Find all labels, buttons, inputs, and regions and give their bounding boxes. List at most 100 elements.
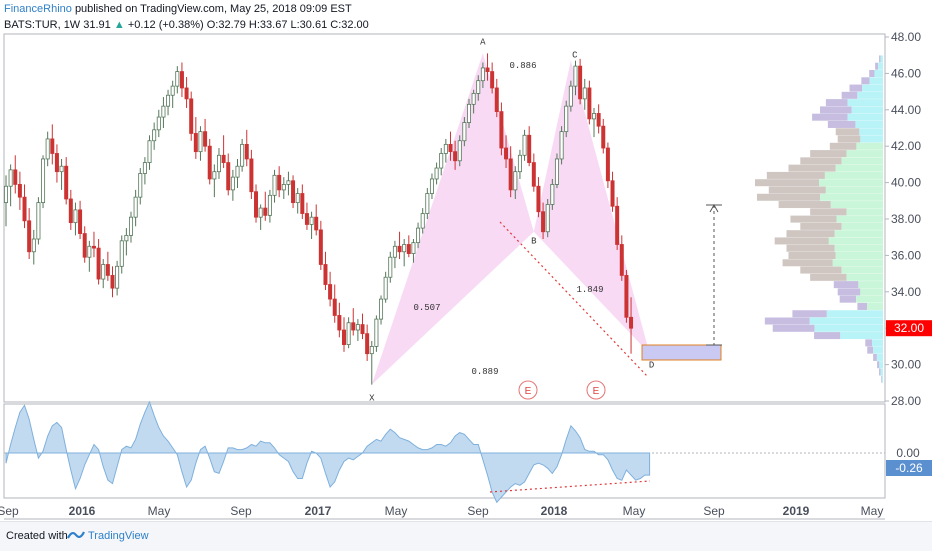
candle-body	[527, 134, 532, 163]
volume-profile-bar-right	[846, 208, 883, 216]
candle-body	[96, 247, 101, 280]
volume-profile-bar-left	[867, 346, 874, 354]
candle-body	[295, 193, 300, 204]
candle-body	[22, 196, 27, 222]
candle-body	[272, 174, 277, 196]
volume-profile-bar-left	[778, 201, 831, 209]
volume-profile-bar-left	[841, 91, 858, 99]
x-tick-label: May	[623, 504, 646, 518]
candle-body	[105, 264, 110, 276]
oscillator-pane-frame	[3, 403, 886, 499]
volume-profile-bar-right	[835, 252, 883, 259]
candle-body	[175, 71, 180, 87]
candle-body	[485, 67, 490, 72]
candle-body	[504, 147, 509, 160]
candle-body	[619, 244, 624, 276]
candle-body	[170, 85, 175, 96]
volume-profile-bar-right	[855, 120, 883, 128]
candle-body	[425, 193, 430, 214]
candle-body	[388, 256, 393, 278]
candle-body	[462, 122, 467, 142]
candle-body	[615, 205, 620, 245]
candle-body	[318, 229, 323, 265]
volume-profile-bar-left	[755, 179, 819, 187]
candle-body	[429, 178, 434, 194]
target-zone-box[interactable]	[641, 344, 722, 361]
created-with-text: Created with	[6, 530, 68, 542]
volume-profile-bar-left	[790, 215, 837, 223]
candle-body	[101, 264, 106, 280]
earnings-event-icon[interactable]	[518, 380, 538, 400]
candle-body	[36, 202, 41, 240]
volume-profile-bar-left	[768, 186, 826, 194]
x-tick-label: Sep	[467, 504, 489, 518]
volume-profile-bar-right	[809, 317, 883, 325]
last-price: 31.91	[83, 19, 111, 31]
earnings-event-icon[interactable]	[586, 380, 606, 400]
volume-profile-bar-right	[858, 281, 883, 289]
candle-body	[360, 324, 365, 335]
y-tick-label: 34.00	[891, 285, 921, 299]
candle-body	[226, 162, 231, 191]
volume-profile-bar-left	[766, 171, 825, 179]
volume-profile-bar-right	[857, 91, 883, 99]
candle-body	[411, 242, 416, 254]
candle-body	[189, 98, 194, 134]
candle-body	[78, 209, 83, 234]
candle-body	[332, 298, 337, 316]
candle-body	[601, 125, 606, 149]
volume-profile-bar-left	[829, 142, 857, 150]
volume-profile-bar-right	[841, 222, 883, 230]
candle-body	[50, 138, 55, 154]
candle-body	[244, 143, 249, 160]
y-tick-label: 38.00	[891, 212, 921, 226]
volume-profile-bar-left	[788, 252, 836, 259]
volume-profile-bar-left	[786, 230, 835, 238]
candle-body	[212, 171, 217, 180]
candle-body	[629, 316, 634, 329]
candle-body	[64, 165, 69, 200]
volume-profile-bar-right	[847, 99, 883, 107]
volume-profile-bar-left	[877, 361, 880, 369]
candle-body	[573, 65, 578, 87]
candle-body	[87, 245, 92, 258]
candle-body	[466, 103, 471, 123]
candle-body	[365, 333, 370, 355]
footer-bar: Created with TradingView	[0, 521, 932, 551]
volume-profile-bar-left	[865, 339, 873, 347]
candle-body	[193, 133, 198, 153]
candle-body	[309, 216, 314, 225]
event-label: E	[525, 386, 532, 397]
volume-profile-bar-right	[880, 368, 883, 376]
candle-body	[281, 184, 286, 191]
volume-profile-bar-right	[846, 150, 883, 158]
symbol-label[interactable]: BATS:TUR, 1W	[4, 19, 81, 31]
tradingview-link[interactable]: TradingView	[88, 530, 149, 542]
price-trendline[interactable]	[499, 221, 649, 378]
author-link[interactable]: FinanceRhino	[4, 3, 72, 15]
oscillator-value-badge-label: -0.26	[895, 461, 923, 475]
candle-body	[142, 162, 147, 174]
volume-profile-bar-right	[825, 186, 883, 194]
chart-canvas[interactable]: X A B C D 0.886 0.507 1.849 0.889 E E 28.00 30.00 32…	[0, 0, 932, 521]
oscillator-value-badge	[886, 460, 932, 476]
candle-body	[545, 204, 550, 233]
candle-body	[355, 324, 360, 331]
volume-profile-bar-left	[881, 375, 882, 383]
volume-profile-bar-left	[879, 368, 881, 376]
volume-profile-bar-right	[859, 128, 883, 136]
x-tick-label: 2016	[69, 504, 96, 518]
oscillator-trendline[interactable]	[489, 480, 651, 493]
tradingview-logo-icon[interactable]	[66, 528, 86, 542]
candle-body	[605, 147, 610, 182]
x-tick-label: 2019	[783, 504, 810, 518]
volume-profile-bar-right	[856, 142, 883, 150]
candle-body	[531, 162, 536, 187]
volume-profile-bar-right	[834, 244, 883, 252]
volume-profile-bar-left	[756, 193, 820, 201]
arrow-up-icon	[709, 203, 719, 213]
candle-body	[434, 167, 439, 180]
symbol-line: BATS:TUR, 1W 31.91 ▲ +0.12 (+0.38%) O:32…	[4, 19, 369, 31]
volume-profile-bar-right	[862, 84, 883, 92]
volume-profile-bar-right	[867, 302, 883, 310]
